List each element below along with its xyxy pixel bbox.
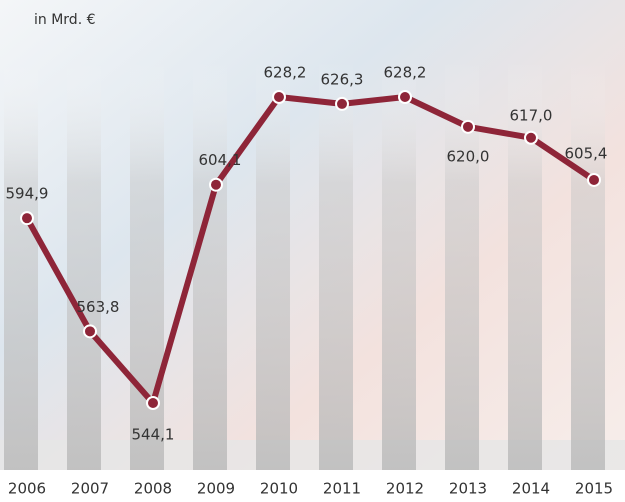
marker: [588, 174, 600, 186]
stripe: [67, 60, 101, 470]
value-label: 620,0: [447, 147, 490, 165]
x-tick-label: 2007: [71, 480, 109, 498]
stripe: [193, 60, 227, 470]
value-label: 628,2: [384, 64, 427, 82]
stripe: [571, 60, 605, 470]
value-label: 544,1: [132, 426, 175, 444]
value-label: 594,9: [6, 185, 49, 203]
stripe: [4, 60, 38, 470]
stripe: [130, 60, 164, 470]
stripe: [319, 60, 353, 470]
marker: [21, 212, 33, 224]
marker: [525, 132, 537, 144]
x-tick-label: 2012: [386, 480, 424, 498]
value-label: 605,4: [565, 144, 608, 162]
x-tick-label: 2006: [8, 480, 46, 498]
value-label: 626,3: [321, 70, 364, 88]
value-label: 604,1: [199, 151, 242, 169]
x-tick-label: 2008: [134, 480, 172, 498]
x-tick-label: 2015: [575, 480, 613, 498]
x-tick-label: 2013: [449, 480, 487, 498]
marker: [273, 91, 285, 103]
marker: [210, 179, 222, 191]
marker: [84, 325, 96, 337]
value-label: 628,2: [264, 64, 307, 82]
x-tick-label: 2010: [260, 480, 298, 498]
page: {"chart_data": {"type": "line", "ylabel"…: [0, 0, 625, 502]
marker: [399, 91, 411, 103]
value-label: 563,8: [77, 298, 120, 316]
marker: [147, 397, 159, 409]
unit-label: in Mrd. €: [34, 12, 96, 28]
x-tick-label: 2009: [197, 480, 235, 498]
marker: [336, 98, 348, 110]
value-label: 617,0: [510, 106, 553, 124]
chart: in Mrd. € 2006 2007 2008 2009 2010 2011 2012 20…: [0, 0, 625, 502]
marker: [462, 121, 474, 133]
x-tick-label: 2011: [323, 480, 361, 498]
stripe: [382, 60, 416, 470]
x-tick-label: 2014: [512, 480, 550, 498]
